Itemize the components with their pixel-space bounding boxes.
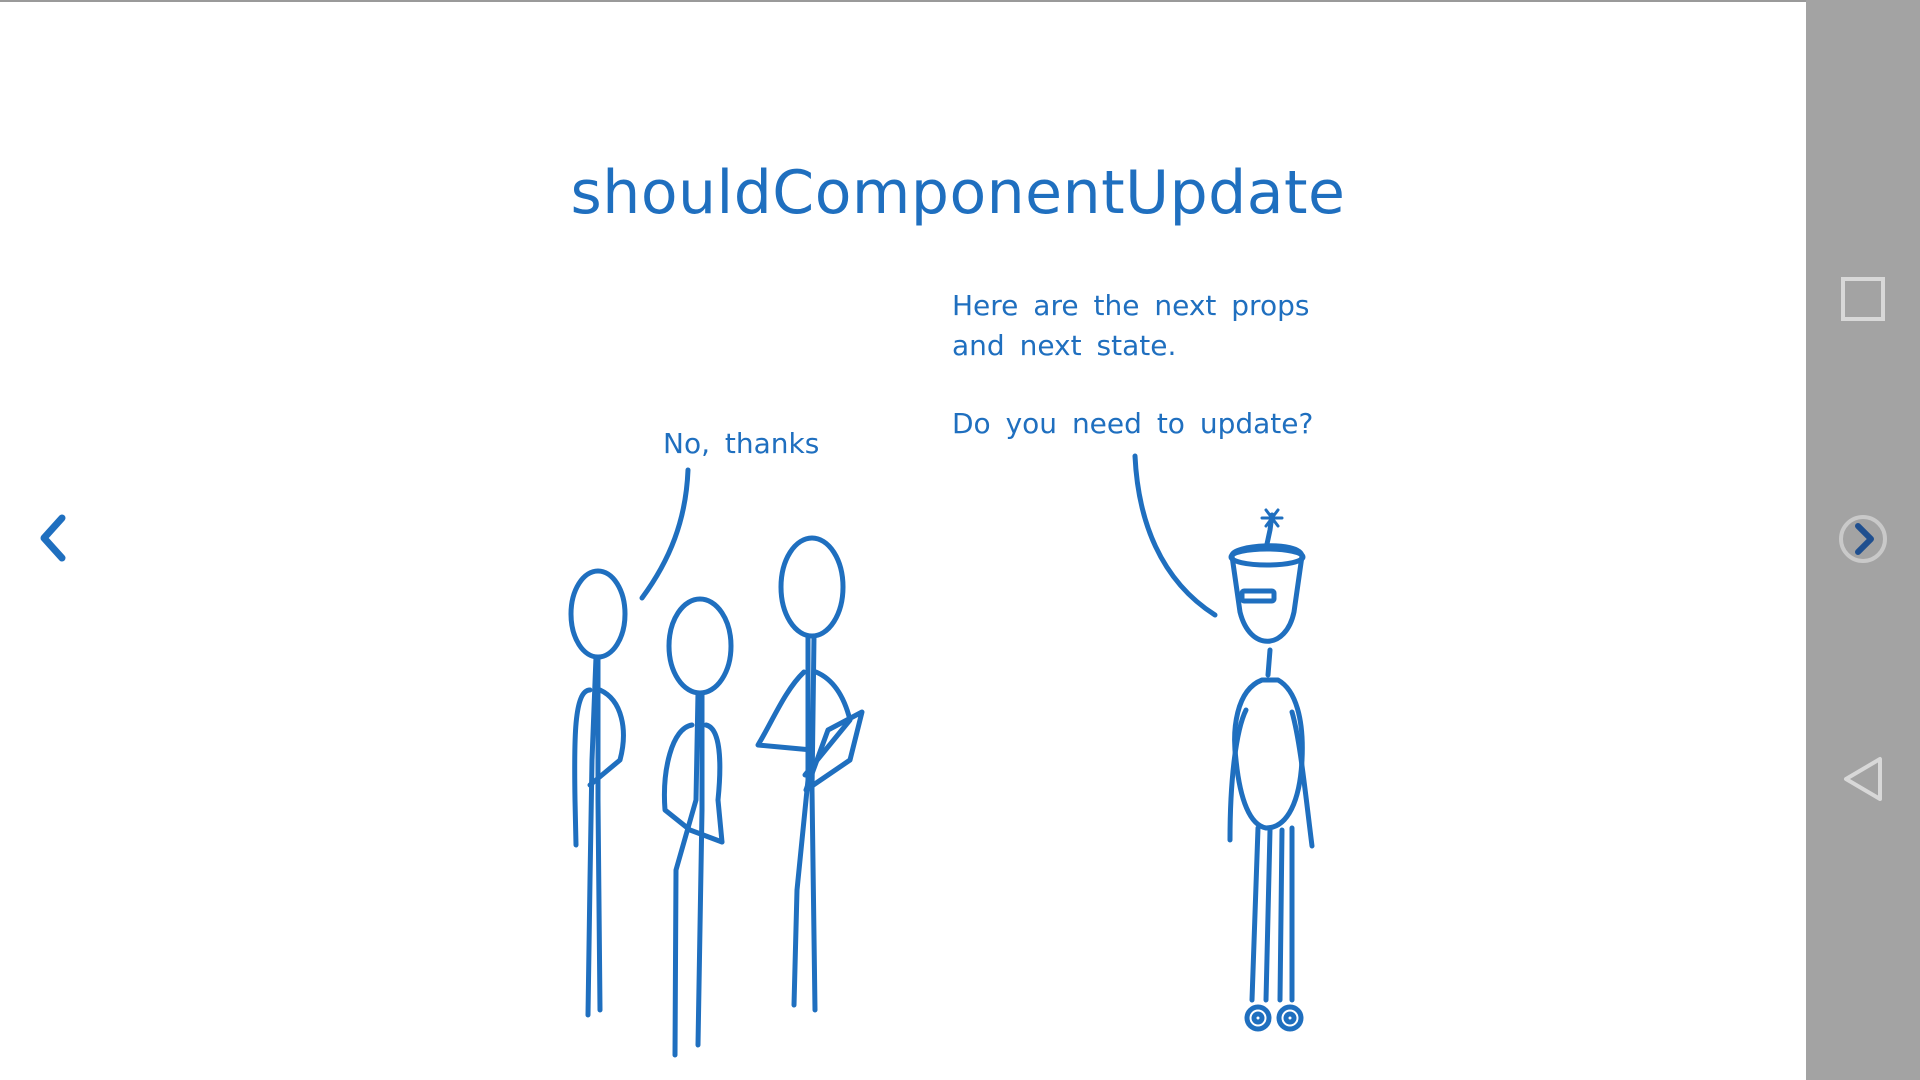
speech-no-thanks: No, thanks (663, 427, 820, 460)
system-navigation-bar (1806, 0, 1920, 1080)
speech-pointer-left (639, 467, 691, 601)
next-slide-button[interactable] (1836, 512, 1890, 566)
stick-figure-illustration (568, 453, 1315, 1058)
square-icon (1841, 277, 1885, 321)
chevron-left-icon (40, 514, 66, 562)
back-button[interactable] (1836, 752, 1890, 806)
robot-figure (1227, 508, 1315, 1032)
recents-button[interactable] (1836, 272, 1890, 326)
top-divider (0, 0, 1806, 2)
stick-figure-1 (568, 568, 628, 1018)
chevron-right-icon (1839, 515, 1887, 563)
triangle-back-icon (1844, 757, 1882, 801)
stick-figure-2 (662, 596, 734, 1058)
slide-title: shouldComponentUpdate (570, 158, 1346, 228)
speech-line-2: and next state. (952, 329, 1177, 362)
previous-slide-button[interactable] (30, 510, 78, 566)
slide: shouldComponentUpdate No, thanks Here ar… (0, 0, 1806, 1058)
speech-line-1: Here are the next props (952, 289, 1310, 322)
speech-pointer-right (1132, 453, 1218, 618)
speech-line-3: Do you need to update? (952, 407, 1314, 440)
stick-figure-3 (755, 535, 865, 1013)
